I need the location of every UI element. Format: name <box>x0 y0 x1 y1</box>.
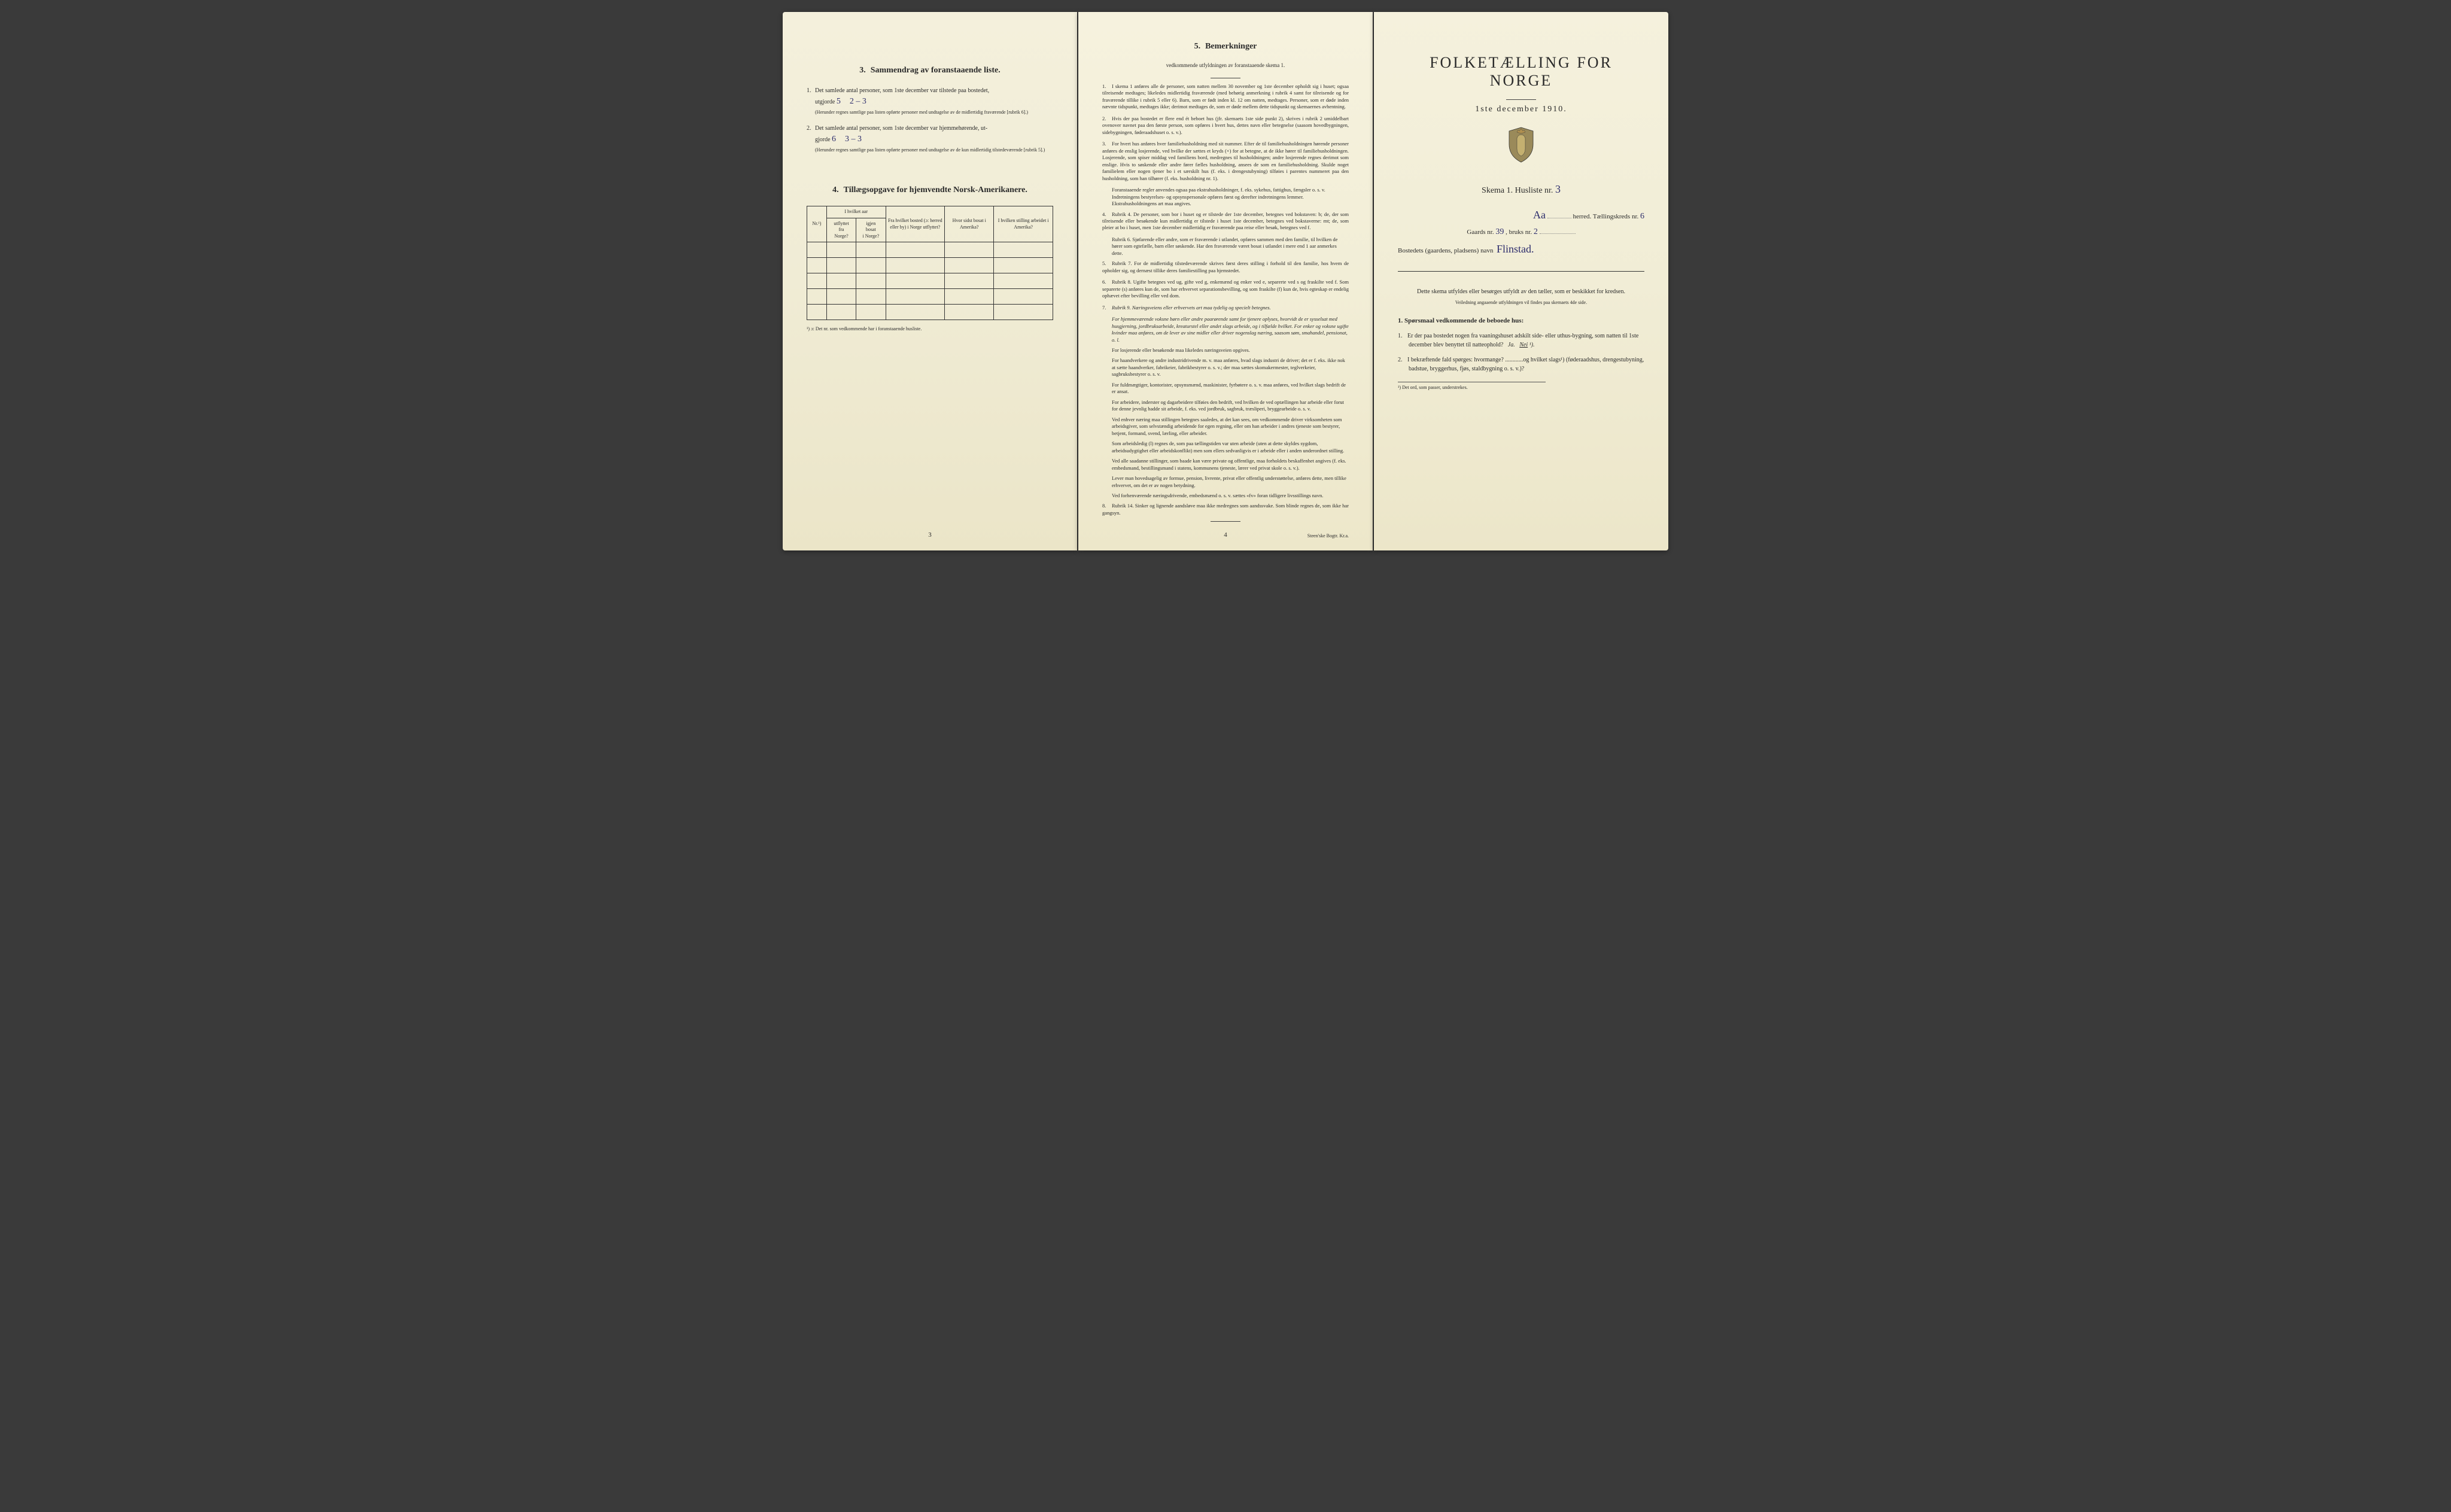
remark-7: 7.Rubrik 9. Næringsveiens eller erhverve… <box>1102 305 1349 311</box>
remark-7-sub5: For arbeidere, inderster og dagarbeidere… <box>1112 399 1349 413</box>
remark-2: 2.Hvis der paa bostedet er flere end ét … <box>1102 115 1349 136</box>
section-3-title: 3.Sammendrag av foranstaaende liste. <box>807 66 1053 75</box>
remark-7-sub7: Som arbeidsledig (l) regnes de, som paa … <box>1112 440 1349 454</box>
coat-of-arms-icon <box>1398 126 1644 166</box>
herred-handwritten: Aa <box>1533 209 1546 221</box>
remark-7-sub8: Ved alle saadanne stillinger, som baade … <box>1112 458 1349 471</box>
remark-7-sub2: For losjerende eller besøkende maa likel… <box>1112 347 1349 354</box>
remark-8: 8.Rubrik 14. Sinker og lignende aandsløv… <box>1102 503 1349 516</box>
remark-6: 6.Rubrik 8. Ugifte betegnes ved ug, gift… <box>1102 279 1349 299</box>
page-3: 3.Sammendrag av foranstaaende liste. 1.D… <box>783 12 1077 550</box>
instructions-2: Veiledning angaaende utfyldningen vil fi… <box>1398 300 1644 305</box>
question-heading: 1. Spørsmaal vedkommende de beboede hus: <box>1398 317 1644 324</box>
table-row <box>807 304 1053 320</box>
th-year-group: I hvilket aar <box>826 206 886 218</box>
husliste-nr: 3 <box>1555 183 1561 195</box>
answer-nei: Nei <box>1519 342 1528 348</box>
date-line: 1ste december 1910. <box>1398 105 1644 114</box>
table-row <box>807 288 1053 304</box>
skema-line: Skema 1. Husliste nr. 3 <box>1398 183 1644 196</box>
remark-7-sub6: Ved enhver næring maa stillingen betegne… <box>1112 416 1349 437</box>
instructions-1: Dette skema utfyldes eller besørges utfy… <box>1398 287 1644 296</box>
remark-7-sub1: For hjemmeværende voksne børn eller andr… <box>1112 316 1349 343</box>
remark-4-sub: Rubrik 6. Sjøfarende eller andre, som er… <box>1112 236 1349 257</box>
page-4: 5.Bemerkninger vedkommende utfyldningen … <box>1078 12 1373 550</box>
remark-7-sub10: Ved forhenværende næringsdrivende, embed… <box>1112 492 1349 499</box>
herred-line: Aa herred. Tællingskreds nr. 6 <box>1398 209 1644 221</box>
question-1: 1.Er der paa bostedet nogen fra vaanings… <box>1409 331 1644 349</box>
remark-7-sub4: For fuldmægtiger, kontorister, opsynsmæn… <box>1112 382 1349 396</box>
table-row <box>807 273 1053 288</box>
page-cover: FOLKETÆLLING FOR NORGE 1ste december 191… <box>1374 12 1668 550</box>
remark-3-sub: Foranstaaende regler anvendes ogsaa paa … <box>1112 187 1349 207</box>
divider <box>1398 271 1644 272</box>
handwritten-total-2: 6 <box>832 135 836 144</box>
bruks-nr: 2 <box>1534 227 1538 236</box>
remark-1: 1.I skema 1 anføres alle de personer, so… <box>1102 83 1349 111</box>
question-2: 2.I bekræftende fald spørges: hvormange?… <box>1409 355 1644 373</box>
rule-bottom <box>1211 521 1240 522</box>
footnote-right: ¹) Det ord, som passer, understrekes. <box>1398 382 1546 390</box>
remarks: 1.I skema 1 anføres alle de personer, so… <box>1102 83 1349 516</box>
imprint: Steen'ske Bogtr. Kr.a. <box>1307 533 1349 539</box>
th-igjen: igjenbosati Norge? <box>856 218 886 242</box>
bosted-line: Bostedets (gaardens, pladsens) navn Flin… <box>1398 243 1644 255</box>
th-utflyttet: utflyttetfraNorge? <box>826 218 856 242</box>
gaards-nr: 39 <box>1495 227 1504 236</box>
amerika-tbody <box>807 242 1053 320</box>
main-title: FOLKETÆLLING FOR NORGE <box>1398 54 1644 90</box>
remark-7-sub9: Lever man hovedsagelig av formue, pensio… <box>1112 475 1349 489</box>
title-rule <box>1506 99 1536 100</box>
th-sidst: Hvor sidst bosat i Amerika? <box>945 206 994 242</box>
remark-7-sub3: For haandverkere og andre industridriven… <box>1112 357 1349 378</box>
th-stilling: I hvilken stilling arbeidet i Amerika? <box>994 206 1053 242</box>
remark-4: 4.Rubrik 4. De personer, som bor i huset… <box>1102 211 1349 232</box>
table-row <box>807 257 1053 273</box>
th-nr: Nr.¹) <box>807 206 827 242</box>
bosted-handwritten: Flinstad. <box>1497 243 1534 255</box>
item-1: 1.Det samlede antal personer, som 1ste d… <box>807 86 1053 115</box>
item-2: 2.Det samlede antal personer, som 1ste d… <box>807 124 1053 153</box>
page-number-3: 3 <box>928 531 932 539</box>
remark-3: 3.For hvert hus anføres hver familiehush… <box>1102 141 1349 182</box>
section-4-title: 4.Tillægsopgave for hjemvendte Norsk-Ame… <box>807 185 1053 195</box>
item-1-note: (Herunder regnes samtlige paa listen opf… <box>815 109 1053 115</box>
document-spread: 3.Sammendrag av foranstaaende liste. 1.D… <box>783 12 1668 550</box>
handwritten-split-1: 2 – 3 <box>850 97 866 106</box>
page-number-4: 4 <box>1224 531 1227 539</box>
kreds-nr: 6 <box>1640 212 1644 221</box>
handwritten-total-1: 5 <box>837 97 841 106</box>
section-5-title: 5.Bemerkninger <box>1102 42 1349 51</box>
table-row <box>807 242 1053 257</box>
table-footnote: ¹) ɔ: Det nr. som vedkommende har i fora… <box>807 326 1053 331</box>
th-bosted: Fra hvilket bosted (ɔ: herred eller by) … <box>886 206 945 242</box>
amerika-table: Nr.¹) I hvilket aar Fra hvilket bosted (… <box>807 206 1053 320</box>
gaards-line: Gaards nr. 39 , bruks nr. 2 <box>1398 227 1644 237</box>
section-5-subtitle: vedkommende utfyldningen av foranstaaend… <box>1102 62 1349 68</box>
remark-5: 5.Rubrik 7. For de midlertidig tilstedev… <box>1102 260 1349 274</box>
item-2-note: (Herunder regnes samtlige paa listen opf… <box>815 147 1053 153</box>
handwritten-split-2: 3 – 3 <box>845 135 862 144</box>
